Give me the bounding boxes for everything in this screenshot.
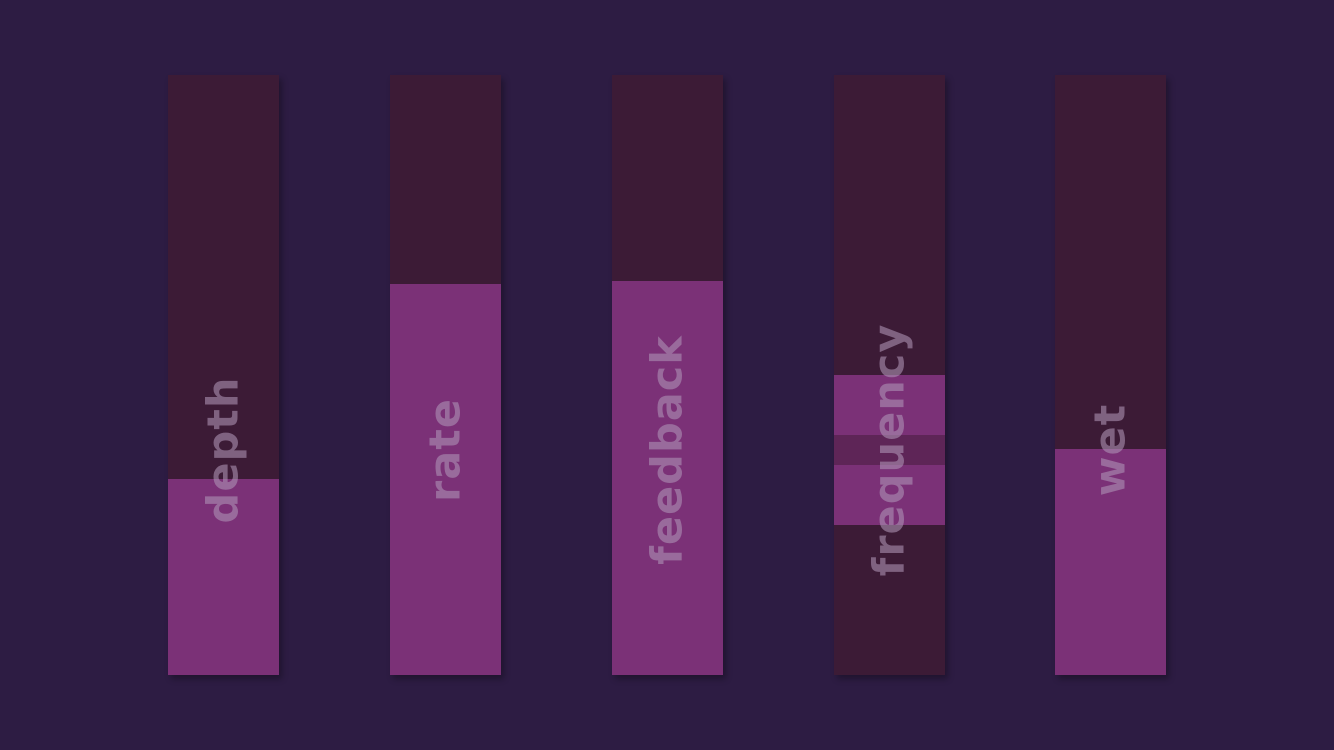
frequency-slider[interactable]: frequency [834,75,945,675]
feedback-slider[interactable]: feedback [612,75,723,675]
rate-slider-fill [390,284,501,675]
wet-slider[interactable]: wet [1055,75,1166,675]
depth-slider[interactable]: depth [168,75,279,675]
depth-slider-fill [168,479,279,675]
wet-slider-fill [1055,449,1166,675]
rate-slider[interactable]: rate [390,75,501,675]
frequency-slider-center-marker[interactable] [834,435,945,465]
feedback-slider-fill [612,281,723,675]
